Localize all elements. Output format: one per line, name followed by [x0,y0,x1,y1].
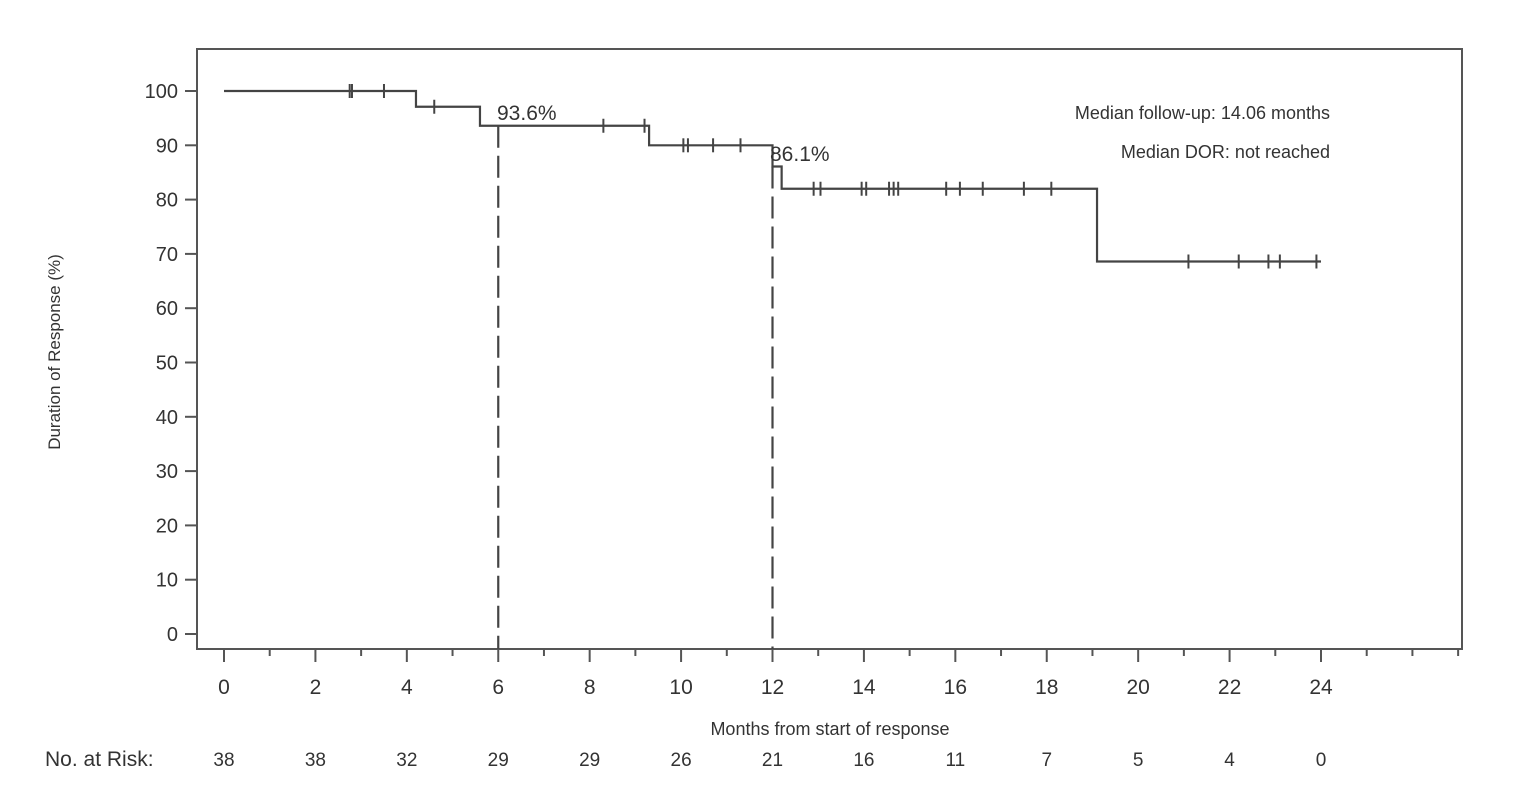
y-tick-label: 90 [156,135,178,157]
x-tick-label: 2 [310,676,322,699]
x-tick-label: 12 [761,676,784,699]
plot-frame [196,48,1463,650]
x-tick-label: 18 [1035,676,1058,699]
survival-curve [224,89,1321,263]
y-tick-label: 0 [167,624,178,646]
x-axis-label: Months from start of response [710,719,949,739]
risk-count: 26 [671,750,692,771]
y-tick-label: 100 [145,81,178,103]
x-tick-label: 16 [944,676,967,699]
y-tick-label: 70 [156,244,178,266]
risk-table: 38 38 32 29 29 26 21 16 11 7 5 4 0 [213,750,1326,771]
risk-count: 7 [1041,750,1052,771]
risk-count: 11 [945,750,965,771]
y-tick-label: 20 [156,515,178,537]
x-tick-label: 24 [1309,676,1333,699]
y-tick-label: 60 [156,298,178,320]
x-tick-label: 4 [401,676,413,699]
reference-lines [497,125,774,649]
risk-count: 38 [213,750,234,771]
median-followup-text: Median follow-up: 14.06 months [1075,103,1330,123]
y-tick-label: 10 [156,570,178,592]
median-dor-text: Median DOR: not reached [1121,142,1330,162]
x-tick-label: 6 [492,676,504,699]
y-tick-label: 30 [156,461,178,483]
censor-marks [348,84,1318,269]
risk-table-label: No. at Risk: [45,748,154,771]
risk-count: 5 [1133,750,1144,771]
x-tick-label: 20 [1126,676,1149,699]
annotation-6mo: 93.6% [497,102,557,125]
risk-count: 29 [579,750,600,771]
risk-count: 29 [488,750,509,771]
x-tick-label: 10 [669,676,692,699]
risk-count: 21 [762,750,783,771]
risk-count: 16 [853,750,874,771]
risk-count: 38 [305,750,326,771]
x-tick-label: 22 [1218,676,1241,699]
annotation-12mo: 86.1% [770,143,830,166]
x-tick-label: 14 [852,676,876,699]
x-tick-label: 0 [218,676,230,699]
y-tick-label: 50 [156,353,178,375]
risk-count: 32 [396,750,417,771]
y-axis: 0 10 20 30 40 50 60 70 80 90 100 [145,81,197,646]
y-tick-label: 40 [156,407,178,429]
risk-count: 4 [1224,750,1235,771]
y-tick-label: 80 [156,190,178,212]
x-axis: 0 2 4 6 8 10 12 14 16 18 20 22 24 [218,649,1460,699]
risk-count: 0 [1316,750,1327,771]
x-tick-label: 8 [584,676,596,699]
y-axis-label: Duration of Response (%) [45,254,64,450]
